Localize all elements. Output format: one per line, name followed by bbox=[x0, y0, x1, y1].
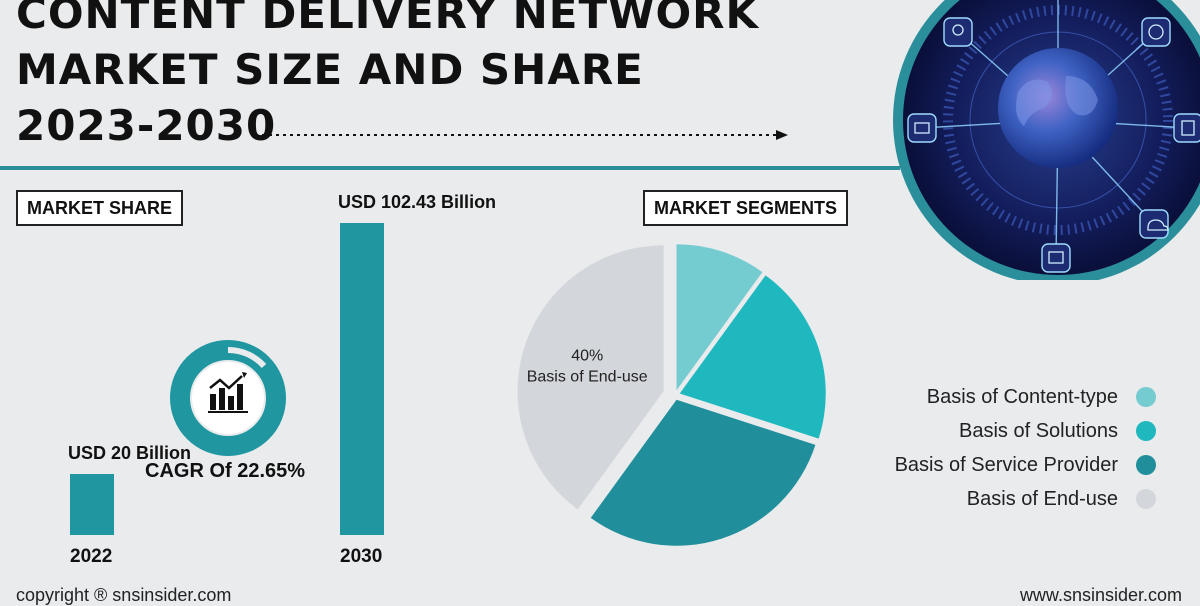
pie-slice-basis-of-end-use bbox=[517, 245, 664, 510]
pie-slice-basis-of-content-type bbox=[676, 244, 763, 391]
pie-name-label: Basis of End-use bbox=[527, 368, 648, 385]
page-title: CONTENT DELIVERY NETWORK MARKET SIZE AND… bbox=[16, 0, 759, 154]
legend-swatch bbox=[1136, 421, 1156, 441]
legend-item: Basis of Solutions bbox=[895, 414, 1156, 448]
legend-item: Basis of End-use bbox=[895, 482, 1156, 516]
legend-swatch bbox=[1136, 387, 1156, 407]
bar-value-2022: USD 20 Billion bbox=[68, 443, 192, 464]
legend-label: Basis of Service Provider bbox=[894, 453, 1118, 476]
legend-label: Basis of Content-type bbox=[926, 385, 1118, 408]
legend-swatch bbox=[1136, 489, 1156, 509]
globe-network-icon bbox=[893, 0, 1200, 280]
title-line-2: MARKET SIZE AND SHARE bbox=[16, 45, 644, 94]
bar-year-2022: 2022 bbox=[70, 546, 113, 567]
segments-pie-chart: 40% Basis of End-use bbox=[517, 244, 826, 546]
legend-swatch bbox=[1136, 455, 1156, 475]
pie-slice-basis-of-service-provider bbox=[590, 399, 816, 546]
cagr-text: CAGR Of 22.65% bbox=[145, 460, 306, 482]
header-divider bbox=[0, 166, 900, 170]
bar-chart-icon bbox=[208, 372, 248, 413]
copyright-text: copyright ® snsinsider.com bbox=[16, 585, 232, 605]
bar-2022 bbox=[70, 474, 114, 535]
website-link[interactable]: www.snsinsider.com bbox=[1019, 585, 1182, 605]
dotted-arrow-icon bbox=[262, 130, 788, 140]
market-share-label: MARKET SHARE bbox=[16, 190, 184, 226]
title-line-1: CONTENT DELIVERY NETWORK bbox=[16, 0, 760, 38]
bar-value-2030: USD 102.43 Billion bbox=[338, 192, 497, 212]
pie-slice-basis-of-solutions bbox=[679, 275, 826, 439]
pie-percent-label: 40% bbox=[571, 347, 603, 364]
cagr-ring bbox=[170, 340, 286, 456]
bar-year-2030: 2030 bbox=[340, 546, 383, 567]
market-segments-label: MARKET SEGMENTS bbox=[643, 190, 849, 226]
legend-label: Basis of End-use bbox=[966, 487, 1118, 510]
pie-legend: Basis of Content-type Basis of Solutions… bbox=[895, 380, 1156, 516]
legend-item: Basis of Content-type bbox=[895, 380, 1156, 414]
legend-label: Basis of Solutions bbox=[959, 419, 1118, 442]
title-line-3: 2023-2030 bbox=[16, 101, 277, 150]
bar-2030 bbox=[340, 223, 384, 535]
legend-item: Basis of Service Provider bbox=[895, 448, 1156, 482]
